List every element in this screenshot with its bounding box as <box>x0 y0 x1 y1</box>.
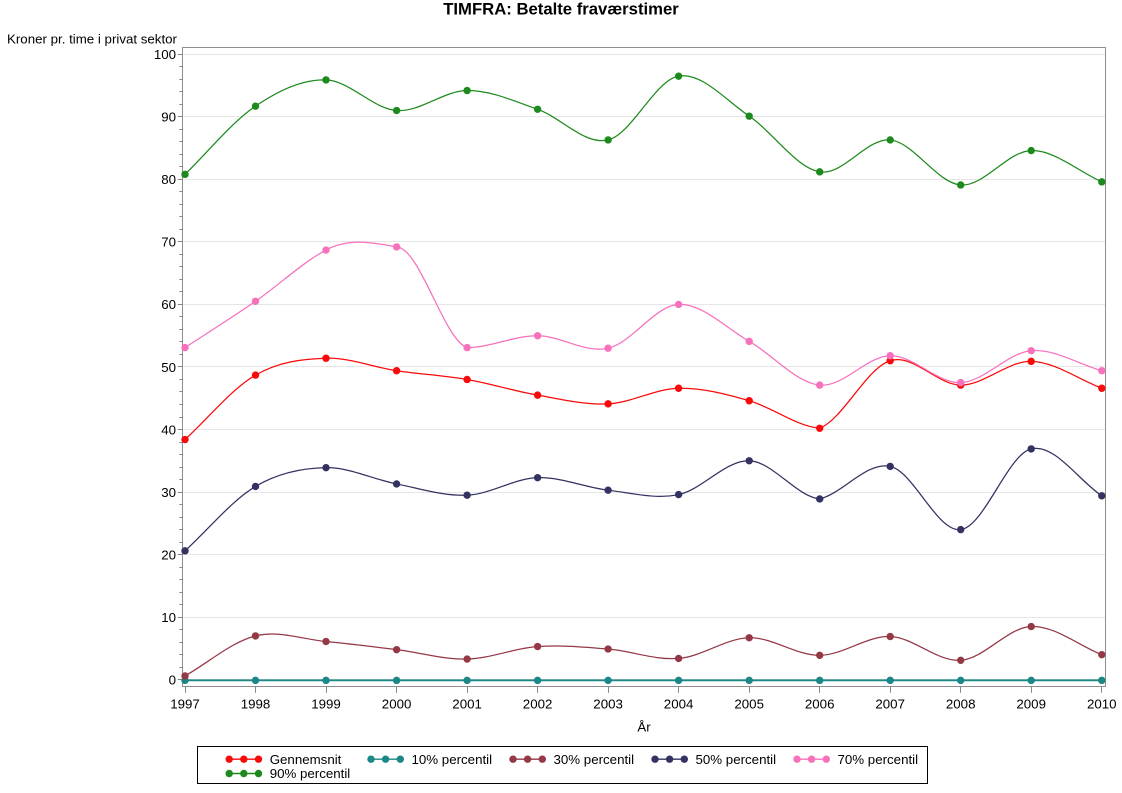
svg-text:2008: 2008 <box>946 697 976 712</box>
svg-text:10: 10 <box>161 610 176 625</box>
svg-text:0: 0 <box>169 673 176 688</box>
svg-text:20: 20 <box>161 547 176 562</box>
svg-text:60: 60 <box>161 297 176 312</box>
svg-text:100: 100 <box>154 47 176 62</box>
svg-text:90: 90 <box>161 110 176 125</box>
svg-text:TIMFRA: Betalte fraværstimer: TIMFRA: Betalte fraværstimer <box>443 0 679 18</box>
svg-text:2000: 2000 <box>382 697 412 712</box>
svg-text:2003: 2003 <box>593 697 623 712</box>
svg-text:2010: 2010 <box>1087 697 1117 712</box>
svg-text:40: 40 <box>161 422 176 437</box>
svg-text:2009: 2009 <box>1016 697 1046 712</box>
svg-text:50: 50 <box>161 360 176 375</box>
svg-text:Gennemsnit: Gennemsnit <box>270 752 342 767</box>
svg-text:2001: 2001 <box>452 697 482 712</box>
svg-text:Kroner pr. time i privat sekto: Kroner pr. time i privat sektor <box>7 32 178 47</box>
svg-text:30% percentil: 30% percentil <box>554 752 635 767</box>
svg-text:50% percentil: 50% percentil <box>696 752 777 767</box>
svg-text:10% percentil: 10% percentil <box>412 752 493 767</box>
svg-text:1998: 1998 <box>241 697 271 712</box>
svg-text:80: 80 <box>161 172 176 187</box>
svg-text:2005: 2005 <box>734 697 764 712</box>
svg-text:30: 30 <box>161 485 176 500</box>
svg-text:2002: 2002 <box>523 697 553 712</box>
svg-text:70% percentil: 70% percentil <box>838 752 919 767</box>
svg-text:2007: 2007 <box>875 697 905 712</box>
svg-text:År: År <box>637 720 651 735</box>
svg-text:1997: 1997 <box>170 697 200 712</box>
svg-text:2006: 2006 <box>805 697 835 712</box>
svg-text:1999: 1999 <box>311 697 341 712</box>
svg-text:2004: 2004 <box>664 697 694 712</box>
svg-text:70: 70 <box>161 235 176 250</box>
svg-text:90% percentil: 90% percentil <box>270 766 351 781</box>
